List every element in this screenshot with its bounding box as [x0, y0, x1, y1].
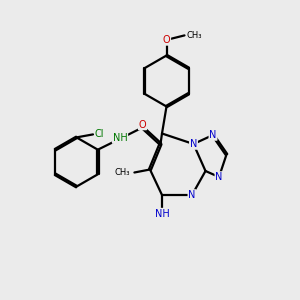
- Text: CH₃: CH₃: [114, 168, 130, 177]
- Text: N: N: [190, 139, 197, 149]
- Text: Cl: Cl: [95, 129, 104, 140]
- Text: NH: NH: [154, 208, 169, 219]
- Text: O: O: [163, 35, 170, 45]
- Text: CH₃: CH₃: [187, 31, 203, 40]
- Text: N: N: [209, 130, 217, 140]
- Text: N: N: [188, 190, 196, 200]
- Text: O: O: [139, 119, 146, 130]
- Text: N: N: [215, 172, 223, 182]
- Text: NH: NH: [112, 133, 128, 143]
